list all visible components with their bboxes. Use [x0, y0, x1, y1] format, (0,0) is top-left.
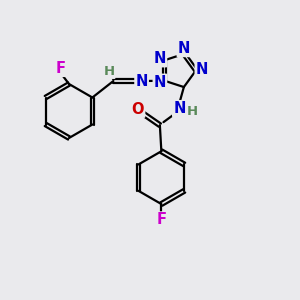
Text: N: N — [135, 74, 148, 88]
Text: N: N — [173, 101, 185, 116]
Text: F: F — [56, 61, 66, 76]
Text: F: F — [156, 212, 167, 227]
Text: N: N — [196, 61, 208, 76]
Text: N: N — [178, 41, 190, 56]
Text: H: H — [103, 65, 114, 78]
Text: H: H — [186, 104, 197, 118]
Text: N: N — [154, 51, 166, 66]
Text: O: O — [132, 102, 144, 117]
Text: N: N — [154, 75, 166, 90]
